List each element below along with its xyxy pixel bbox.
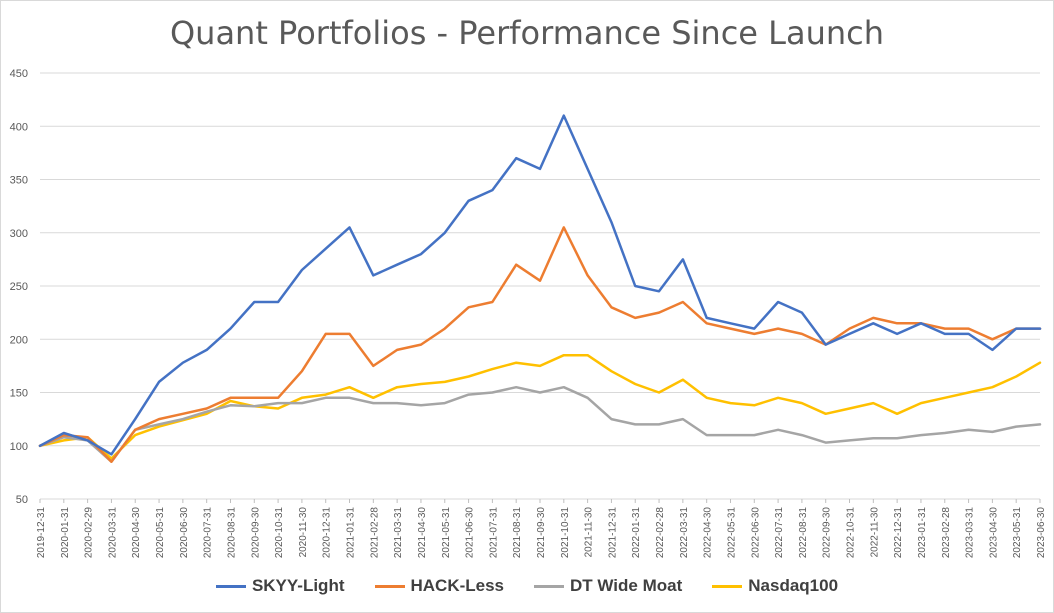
series-line-hack-less: [38, 226, 1042, 463]
legend-label: SKYY-Light: [251, 576, 345, 595]
x-tick-label: 2023-03-31: [965, 507, 976, 559]
x-tick-label: 2022-10-31: [846, 507, 857, 559]
x-tick-label: 2022-04-30: [703, 507, 714, 559]
legend: SKYY-Light HACK-Less DT Wide Moat Nasdaq100: [0, 576, 1054, 596]
series-line-skyy-light: [38, 114, 1042, 456]
x-tick-label: 2021-06-30: [465, 507, 476, 559]
x-tick-label: 2020-03-31: [107, 507, 118, 559]
x-tick-label: 2022-03-31: [679, 507, 690, 559]
x-tick-label: 2021-04-30: [417, 507, 428, 559]
x-tick-label: 2022-02-28: [655, 507, 666, 559]
x-tick-label: 2021-12-31: [607, 507, 618, 559]
x-tick-label: 2022-09-30: [822, 507, 833, 559]
x-tick-label: 2020-01-31: [60, 507, 71, 559]
x-tick-label: 2020-04-30: [131, 507, 142, 559]
x-tick-label: 2023-02-28: [941, 507, 952, 559]
x-tick-label: 2020-05-31: [155, 507, 166, 559]
y-tick-label: 450: [10, 68, 28, 80]
x-tick-label: 2020-12-31: [322, 507, 333, 559]
y-tick-label: 100: [10, 441, 28, 453]
x-tick-label: 2022-12-31: [893, 507, 904, 559]
legend-label: Nasdaq100: [748, 576, 839, 595]
x-tick-label: 2021-05-31: [441, 507, 452, 559]
x-tick-label: 2020-07-31: [203, 507, 214, 559]
x-tick-label: 2020-02-29: [84, 507, 95, 559]
series-line-dt-wide-moat: [38, 385, 1042, 463]
y-tick-label: 50: [16, 494, 28, 506]
x-tick-label: 2019-12-31: [36, 507, 47, 559]
legend-item-dt-wide-moat: DT Wide Moat: [534, 576, 682, 596]
x-tick-label: 2020-10-31: [274, 507, 285, 559]
legend-item-skyy-light: SKYY-Light: [215, 576, 345, 596]
x-tick-label: 2022-08-31: [798, 507, 809, 559]
x-tick-label: 2021-02-28: [369, 507, 380, 559]
x-tick-label: 2021-03-31: [393, 507, 404, 559]
x-tick-label: 2021-08-31: [512, 507, 523, 559]
x-tick-label: 2021-07-31: [488, 507, 499, 559]
x-tick-label: 2022-05-31: [726, 507, 737, 559]
x-tick-label: 2020-11-30: [298, 507, 309, 558]
x-tick-label: 2021-09-30: [536, 507, 547, 559]
x-tick-label: 2022-06-30: [750, 507, 761, 559]
legend-swatch: [215, 584, 246, 588]
legend-swatch: [534, 584, 565, 588]
y-tick-label: 250: [10, 281, 28, 293]
x-tick-label: 2021-10-31: [560, 507, 571, 559]
x-tick-label: 2023-01-31: [917, 507, 928, 559]
x-tick-label: 2020-09-30: [250, 507, 261, 559]
legend-item-nasdaq100: Nasdaq100: [712, 576, 838, 596]
x-tick-label: 2022-01-31: [631, 507, 642, 559]
legend-item-hack-less: HACK-Less: [374, 576, 505, 596]
series-line-nasdaq100: [38, 353, 1042, 460]
legend-swatch: [712, 584, 743, 588]
chart-title: Quant Portfolios - Performance Since Lau…: [169, 14, 885, 52]
legend-swatch: [374, 584, 405, 588]
x-tick-label: 2023-04-30: [988, 507, 999, 559]
x-tick-label: 2020-08-31: [226, 507, 237, 559]
x-tick-label: 2023-05-31: [1012, 507, 1023, 559]
y-tick-label: 350: [10, 175, 28, 187]
legend-label: DT Wide Moat: [570, 576, 683, 595]
x-tick-label: 2022-07-31: [774, 507, 785, 559]
legend-label: HACK-Less: [410, 576, 505, 595]
x-tick-label: 2021-11-30: [584, 507, 595, 558]
y-tick-label: 150: [10, 388, 28, 400]
y-tick-label: 400: [10, 121, 28, 133]
y-tick-label: 300: [10, 228, 28, 240]
x-tick-label: 2021-01-31: [346, 507, 357, 559]
x-tick-label: 2022-11-30: [869, 507, 880, 558]
x-tick-label: 2020-06-30: [179, 507, 190, 559]
x-tick-label: 2023-06-30: [1036, 507, 1047, 559]
y-tick-label: 200: [10, 334, 28, 346]
